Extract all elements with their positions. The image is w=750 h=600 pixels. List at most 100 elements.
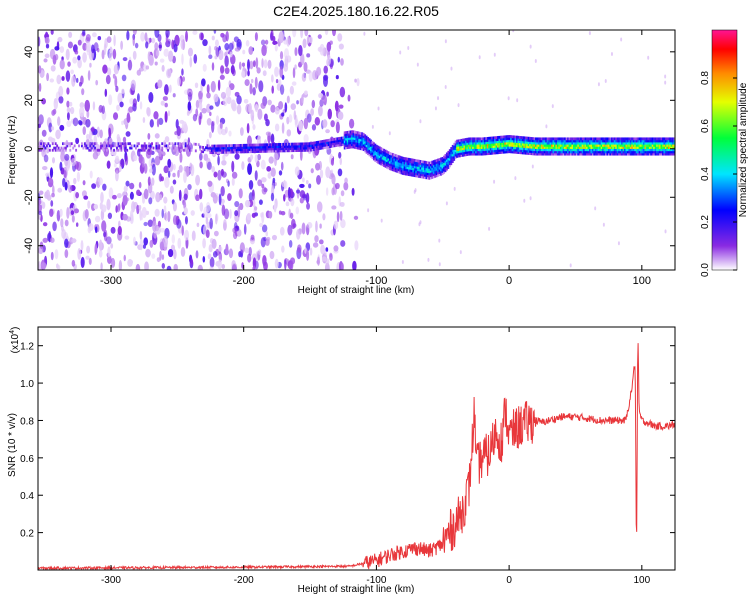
spectrogram-cell (312, 70, 318, 81)
spectrogram-cell (438, 173, 441, 177)
spectrogram-cell (536, 148, 539, 152)
spectrogram-cell (660, 152, 663, 156)
spectrogram-cell (599, 148, 602, 152)
spectrogram-cell (338, 43, 344, 50)
spectrogram-cell (276, 147, 279, 151)
spectrogram-cell (594, 150, 597, 154)
spectrogram-cell (247, 69, 250, 77)
spectrogram-cell (306, 36, 310, 44)
spectrogram-cell (218, 144, 221, 148)
spectrogram-cell (243, 99, 249, 104)
spectrogram-cell (164, 212, 167, 221)
spectrogram-cell (187, 91, 192, 102)
spectrogram-cell (619, 137, 622, 141)
spectrogram-cell (248, 148, 251, 151)
spectrogram-cell (102, 148, 105, 152)
spectrogram-cell (308, 146, 311, 150)
spectrogram-cell (501, 150, 504, 154)
spectrogram-cell (666, 139, 669, 143)
spectrogram-cell (295, 149, 298, 152)
spectrogram-cell (261, 211, 265, 224)
spectrogram-cell (108, 187, 114, 199)
spectrogram-cell (81, 190, 87, 198)
spectrogram-cell (561, 141, 564, 145)
spectrogram-cell (513, 137, 515, 141)
spectrogram-cell (495, 138, 498, 142)
spectrogram-cell (247, 145, 250, 149)
spectrogram-cell (106, 255, 112, 264)
spectrogram-cell (337, 143, 340, 147)
spectrogram-cell (578, 139, 581, 143)
spectrogram-cell (38, 199, 42, 205)
spectrogram-x-label: Height of straight line (km) (298, 285, 415, 296)
spectrogram-cell (434, 174, 437, 178)
spectrogram-cell (123, 144, 126, 148)
spectrogram-cell (431, 167, 434, 171)
spectrogram-cell (643, 139, 645, 143)
spectrogram-cell (367, 145, 370, 149)
spectrogram-cell (132, 35, 135, 47)
spectrogram-cell (380, 162, 383, 166)
spectrogram-cell (317, 140, 320, 144)
spectrogram-cell (187, 183, 192, 191)
spectrogram-cell (467, 137, 470, 141)
spectrogram-cell (359, 140, 362, 144)
spectrogram-cell (422, 171, 425, 175)
spectrogram-cell (98, 249, 103, 258)
spectrogram-cell (48, 136, 53, 142)
spectrogram-cell (410, 173, 413, 177)
spectrogram-cell (174, 34, 180, 47)
spectrogram-cell (115, 170, 119, 182)
spectrogram-cell (567, 137, 570, 141)
spectrogram-cell (337, 168, 343, 177)
spectrogram-cell (486, 139, 489, 142)
spectrogram-cell (480, 150, 483, 154)
spectrogram-cell (211, 121, 215, 133)
spectrogram-cell (101, 49, 105, 60)
spectrogram-cell (532, 137, 534, 140)
spectrogram-cell (391, 155, 394, 159)
spectrogram-cell (217, 79, 221, 91)
spectrogram-cell (267, 145, 270, 149)
spectrogram-cell (593, 141, 596, 145)
spectrogram-cell (334, 137, 337, 141)
spectrogram-cell (295, 206, 300, 215)
spectrogram-cell (139, 101, 143, 110)
spectrogram-cell (594, 139, 597, 143)
spectrogram-cell (228, 248, 234, 259)
spectrogram-cell (279, 147, 282, 151)
spectrogram-cell (348, 118, 355, 129)
spectrogram-cell (479, 137, 482, 141)
spectrogram-cell (495, 147, 498, 150)
spectrogram-cell (317, 145, 320, 148)
spectrogram-cell (352, 134, 355, 138)
spectrogram-cell (63, 170, 67, 178)
spectrogram-cell (638, 143, 641, 147)
spectrogram-cell (451, 155, 454, 159)
spectrogram-cell (533, 141, 536, 145)
spectrogram-cell (445, 167, 448, 171)
spectrogram-cell (95, 148, 98, 152)
spectrogram-cell (553, 148, 556, 152)
spectrogram-cell (543, 137, 546, 141)
spectrogram-cell (511, 146, 514, 150)
spectrogram-cell (186, 110, 190, 116)
spectrogram-cell (647, 55, 650, 60)
spectrogram-cell (332, 142, 334, 146)
spectrogram-cell (558, 148, 561, 152)
spectrogram-cell (625, 150, 628, 154)
spectrogram-cell (429, 165, 432, 169)
spectrogram-cell (483, 148, 486, 151)
spectrogram-cell (304, 148, 307, 152)
spectrogram-cell (641, 148, 644, 152)
spectrogram-cell (441, 170, 444, 173)
spectrogram-cell (651, 146, 654, 149)
spectrogram-cell (494, 149, 497, 153)
spectrogram-cell (548, 141, 551, 145)
spectrogram-cell (520, 151, 523, 155)
snr-y-multiplier-close: ) (10, 327, 21, 330)
spectrogram-cell (116, 104, 120, 111)
spectrogram-cell (596, 143, 599, 147)
spectrogram-cell (100, 262, 103, 270)
spectrogram-cell (466, 144, 469, 148)
